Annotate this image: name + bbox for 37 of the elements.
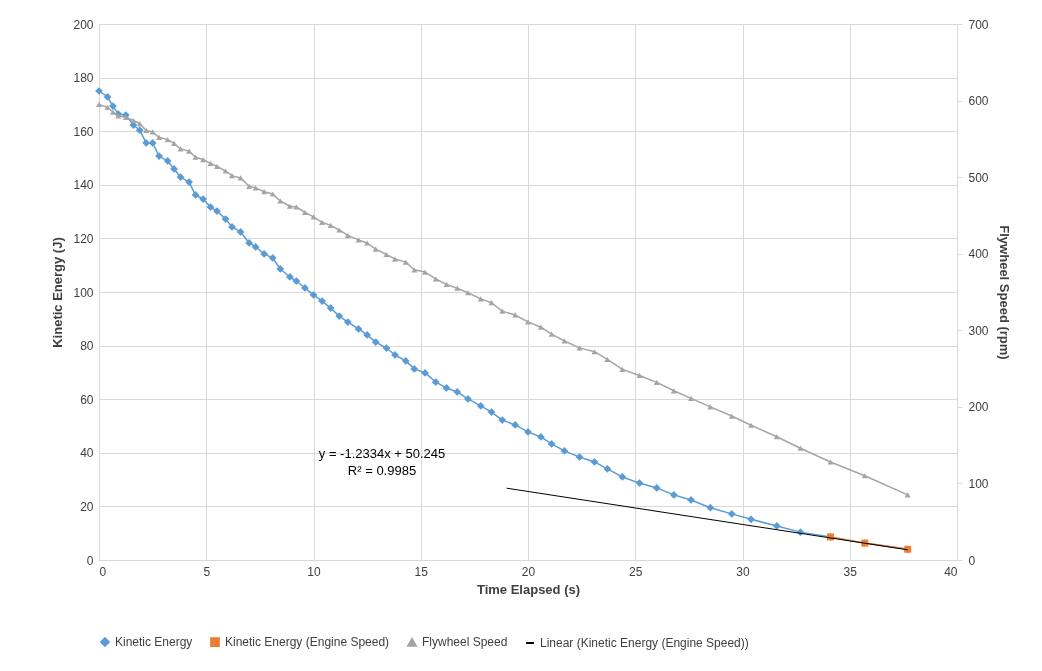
x-tick-label: 0 [99, 564, 107, 579]
x-tick-label: 20 [521, 564, 536, 579]
y-tick-label: 40 [80, 446, 94, 461]
y-tick-label: 80 [80, 339, 94, 354]
y2-tick-label: 100 [968, 476, 989, 491]
y-tick-label: 200 [73, 17, 94, 32]
y-tick-label: 120 [73, 231, 94, 246]
y-axis-title: Kinetic Energy (J) [50, 237, 66, 348]
legend-label: Kinetic Energy (Engine Speed) [225, 635, 390, 650]
annotation: R² = 0.9985 [347, 463, 417, 478]
annotation: y = -1.2334x + 50.245 [318, 446, 446, 461]
y-tick-label: 180 [73, 71, 94, 86]
y-tick-label: 60 [80, 392, 94, 407]
y2-tick-label: 200 [968, 400, 989, 415]
y2-tick-label: 600 [968, 94, 989, 109]
y-tick-label: 0 [86, 553, 94, 568]
y-tick-label: 140 [73, 178, 94, 193]
x-axis-title: Time Elapsed (s) [476, 581, 581, 597]
x-tick-label: 25 [629, 564, 643, 579]
x-tick-label: 30 [736, 564, 750, 579]
y-tick-label: 100 [73, 285, 94, 300]
y2-tick-label: 700 [968, 17, 989, 32]
y2-axis-title: Flywheel Speed (rpm) [996, 225, 1012, 360]
legend-label: Kinetic Energy [115, 635, 193, 650]
legend-label: Linear (Kinetic Energy (Engine Speed)) [540, 636, 749, 650]
x-tick-label: 40 [944, 564, 958, 579]
y2-tick-label: 400 [968, 247, 989, 262]
y-tick-label: 20 [80, 499, 94, 514]
x-tick-label: 5 [203, 564, 211, 579]
y2-tick-label: 500 [968, 170, 989, 185]
y2-tick-label: 300 [968, 323, 989, 338]
x-tick-label: 10 [307, 564, 321, 579]
x-tick-label: 15 [414, 564, 429, 579]
x-tick-label: 35 [843, 564, 858, 579]
y2-tick-label: 0 [968, 553, 976, 568]
y-tick-label: 160 [73, 124, 94, 139]
legend-label: Flywheel Speed [422, 635, 508, 650]
